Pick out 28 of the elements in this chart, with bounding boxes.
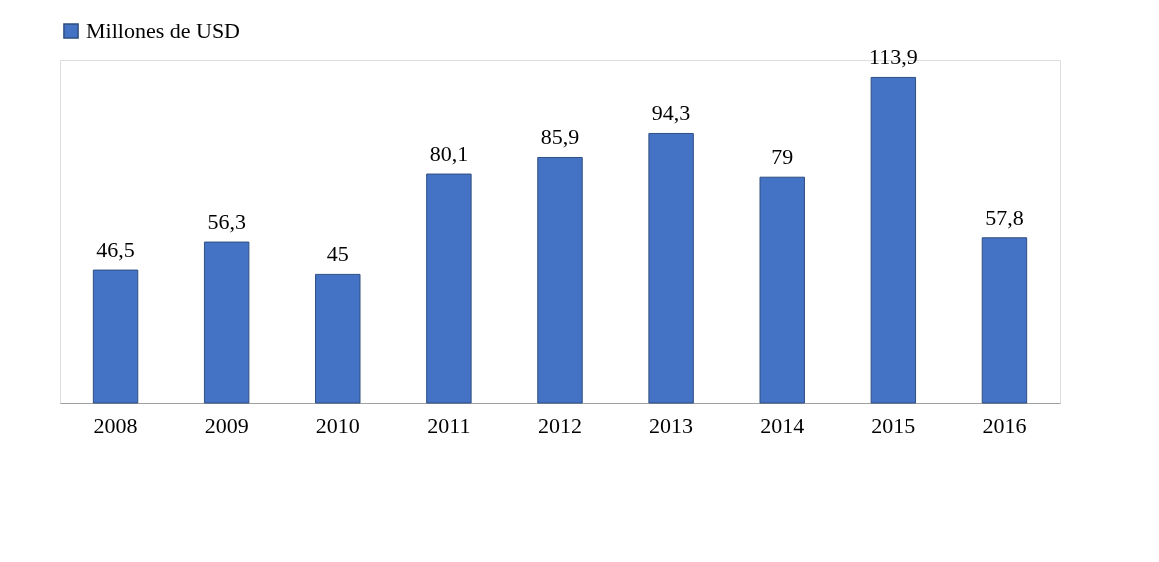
x-tick-label: 2009: [204, 412, 249, 438]
bar: [759, 176, 805, 404]
data-label: 45: [326, 241, 349, 267]
data-label: 46,5: [96, 237, 135, 263]
data-label: 85,9: [540, 124, 580, 150]
x-tick-label: 2011: [427, 412, 471, 438]
data-label: 80,1: [429, 141, 469, 167]
data-label: 113,9: [868, 44, 918, 70]
bar: [648, 132, 694, 404]
x-tick-label: 2015: [871, 412, 916, 438]
bar: [315, 273, 361, 404]
bar: [870, 76, 917, 404]
bar: [426, 173, 472, 404]
x-tick-label: 2016: [982, 412, 1027, 438]
data-label: 94,3: [651, 100, 691, 126]
bar: [203, 241, 250, 404]
x-tick-label: 2013: [649, 412, 694, 438]
bar: [537, 156, 583, 404]
x-tick-label: 2014: [760, 412, 805, 438]
x-tick-label: 2008: [93, 412, 138, 438]
legend-label: Millones de USD: [86, 18, 240, 43]
x-tick-label: 2012: [538, 412, 582, 438]
data-label: 56,3: [207, 209, 246, 235]
x-tick-label: 2010: [315, 412, 360, 438]
data-label: 57,8: [985, 204, 1024, 230]
bar: [981, 237, 1028, 404]
data-label: 79: [771, 144, 794, 170]
bar: [92, 269, 139, 404]
